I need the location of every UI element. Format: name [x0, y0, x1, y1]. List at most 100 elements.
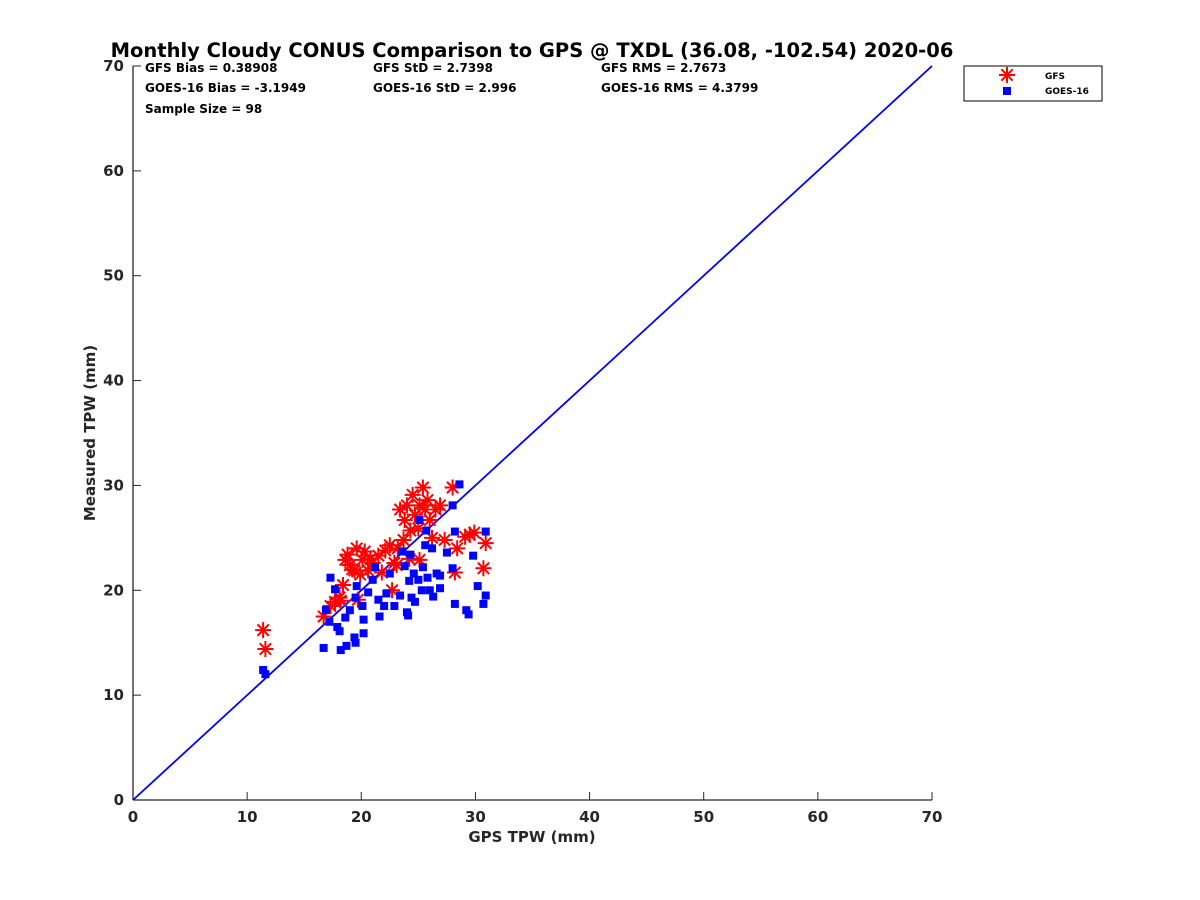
stat-text: GFS Bias = 0.38908	[145, 61, 277, 75]
gfs-point	[356, 543, 373, 560]
gfs-point	[395, 531, 412, 548]
stat-text: Sample Size = 98	[145, 102, 262, 116]
stats-annotations: GFS Bias = 0.38908 GFS StD = 2.7398 GFS RM…	[145, 61, 758, 116]
goes16-point	[464, 610, 473, 619]
goes16-point	[409, 569, 418, 578]
gfs-marker-icon	[999, 67, 1015, 83]
goes16-point	[481, 591, 490, 600]
gfs-point	[344, 561, 361, 578]
goes16-point	[350, 633, 359, 642]
goes16-point	[404, 611, 413, 620]
gfs-point	[421, 512, 438, 529]
gfs-point	[414, 479, 431, 496]
goes16-point	[425, 586, 434, 595]
gfs-point	[404, 486, 421, 503]
gfs-point	[436, 531, 453, 548]
gfs-point	[335, 577, 352, 594]
gfs-point	[339, 546, 356, 563]
goes16-point	[259, 665, 268, 674]
goes16-point	[382, 589, 391, 598]
goes16-point	[479, 599, 488, 608]
goes16-point	[325, 617, 334, 626]
goes16-point	[462, 606, 471, 615]
y-tick-label: 70	[103, 57, 124, 75]
x-axis-label: GPS TPW (mm)	[468, 828, 595, 846]
y-tick-label: 60	[103, 162, 124, 180]
y-tick-label: 10	[103, 686, 124, 704]
goes16-point	[375, 612, 384, 621]
goes16-point	[406, 550, 415, 559]
x-tick-label: 50	[693, 808, 714, 826]
goes16-point	[331, 585, 340, 594]
y-tick-label: 30	[103, 476, 124, 494]
goes16-point	[429, 592, 438, 601]
goes16-point	[351, 593, 360, 602]
goes16-point	[415, 516, 424, 525]
goes16-point	[333, 622, 342, 631]
goes16-point	[423, 573, 432, 582]
x-tick-label: 10	[237, 808, 258, 826]
goes16-point	[390, 602, 399, 611]
goes16-point	[341, 613, 350, 622]
y-tick-label: 0	[114, 791, 124, 809]
y-tick-label: 20	[103, 581, 124, 599]
gfs-point	[477, 535, 494, 552]
goes16-point	[326, 573, 335, 582]
goes16-point	[359, 629, 368, 638]
legend-goes16-marker	[1003, 87, 1011, 95]
plot-area: 0 10 20 30 40 50 60 70 0 10 20 30 40 50 60 70	[103, 57, 942, 826]
goes16-point	[436, 584, 445, 593]
goes16-point	[351, 638, 360, 647]
y-tick-label: 40	[103, 372, 124, 390]
goes16-point	[400, 562, 409, 571]
goes16-point	[481, 527, 490, 536]
goes16-point	[450, 599, 459, 608]
legend-gfs-label: GFS	[1045, 72, 1065, 82]
goes16-point	[410, 597, 419, 606]
goes16-point	[352, 582, 361, 591]
gfs-point	[255, 622, 272, 639]
goes16-point	[455, 480, 464, 489]
goes16-point	[407, 593, 416, 602]
gfs-point	[332, 592, 349, 609]
goes16-point	[418, 563, 427, 572]
goes16-point	[342, 641, 351, 650]
goes16-point	[345, 606, 354, 615]
stat-text: GFS RMS = 2.7673	[601, 61, 726, 75]
gfs-point	[466, 524, 483, 541]
goes16-point	[359, 615, 368, 624]
stat-text: GOES-16 RMS = 4.3799	[601, 81, 758, 95]
gfs-point	[257, 641, 274, 658]
goes16-point	[473, 582, 482, 591]
goes16-point	[396, 591, 405, 600]
goes16-point	[380, 602, 389, 611]
chart-title: Monthly Cloudy CONUS Comparison to GPS @…	[111, 39, 954, 62]
legend-gfs-marker	[999, 67, 1015, 83]
gfs-point	[432, 497, 449, 514]
goes16-point	[448, 501, 457, 510]
gfs-point	[402, 522, 419, 539]
goes16-point	[368, 575, 377, 584]
goes16-point	[421, 541, 430, 550]
goes16-point	[336, 646, 345, 655]
goes16-point	[370, 563, 379, 572]
stat-text: GOES-16 StD = 2.996	[373, 81, 516, 95]
stat-text: GOES-16 Bias = -3.1949	[145, 81, 306, 95]
goes16-point	[405, 576, 414, 585]
gfs-point	[388, 557, 405, 574]
goes16-point	[364, 588, 373, 597]
x-tick-label: 60	[807, 808, 828, 826]
goes16-point	[450, 527, 459, 536]
x-tick-label: 20	[351, 808, 372, 826]
gfs-point	[449, 540, 466, 557]
x-tick-label: 30	[465, 808, 486, 826]
goes16-point	[469, 551, 478, 560]
legend-box	[963, 65, 1103, 102]
y-axis-label: Measured TPW (mm)	[81, 345, 99, 521]
stat-text: GFS StD = 2.7398	[373, 61, 493, 75]
goes16-point	[358, 602, 367, 611]
x-tick-label: 0	[128, 808, 138, 826]
goes16-point	[335, 627, 344, 636]
